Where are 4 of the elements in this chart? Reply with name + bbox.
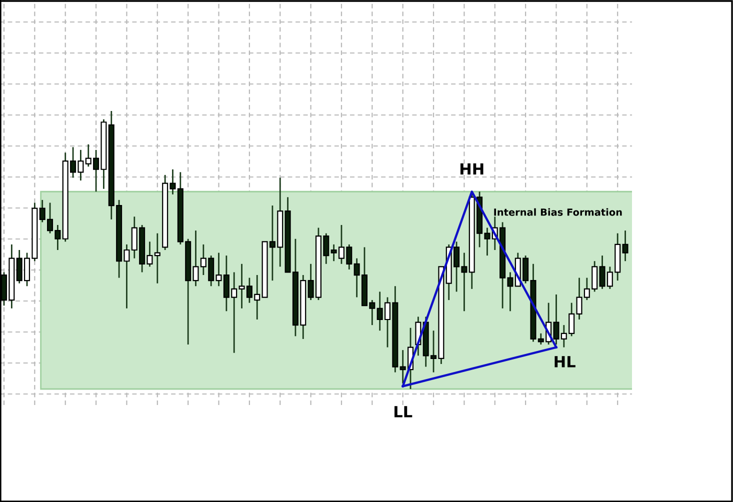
text: LL [394,406,412,418]
annotation: HH [460,163,484,175]
annotation: HL [554,356,576,368]
annotation: Internal Bias Formation [494,208,622,216]
